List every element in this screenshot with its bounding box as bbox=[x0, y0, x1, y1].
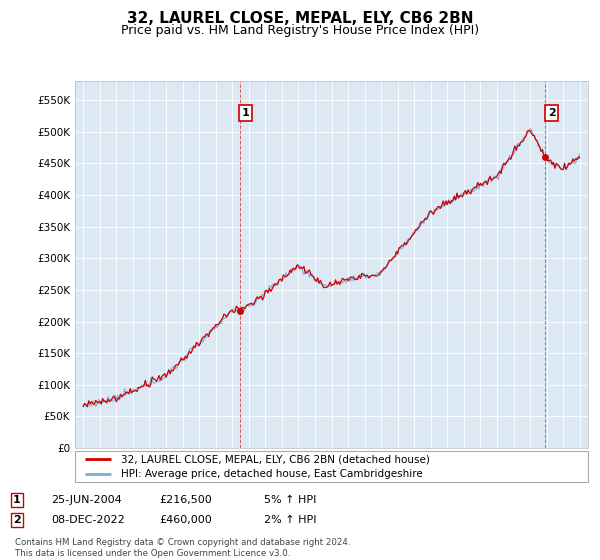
Text: 2: 2 bbox=[548, 108, 556, 118]
Text: 25-JUN-2004: 25-JUN-2004 bbox=[51, 494, 122, 505]
Text: £216,500: £216,500 bbox=[159, 494, 212, 505]
Text: Price paid vs. HM Land Registry's House Price Index (HPI): Price paid vs. HM Land Registry's House … bbox=[121, 24, 479, 36]
Text: 2% ↑ HPI: 2% ↑ HPI bbox=[264, 515, 317, 525]
Text: 1: 1 bbox=[13, 494, 20, 505]
Text: 32, LAUREL CLOSE, MEPAL, ELY, CB6 2BN: 32, LAUREL CLOSE, MEPAL, ELY, CB6 2BN bbox=[127, 11, 473, 26]
Text: 32, LAUREL CLOSE, MEPAL, ELY, CB6 2BN (detached house): 32, LAUREL CLOSE, MEPAL, ELY, CB6 2BN (d… bbox=[121, 454, 430, 464]
Text: 2: 2 bbox=[13, 515, 20, 525]
Text: Contains HM Land Registry data © Crown copyright and database right 2024.
This d: Contains HM Land Registry data © Crown c… bbox=[15, 538, 350, 558]
Text: 1: 1 bbox=[242, 108, 250, 118]
Text: 5% ↑ HPI: 5% ↑ HPI bbox=[264, 494, 316, 505]
Text: HPI: Average price, detached house, East Cambridgeshire: HPI: Average price, detached house, East… bbox=[121, 469, 423, 479]
Text: 08-DEC-2022: 08-DEC-2022 bbox=[51, 515, 125, 525]
Text: £460,000: £460,000 bbox=[159, 515, 212, 525]
